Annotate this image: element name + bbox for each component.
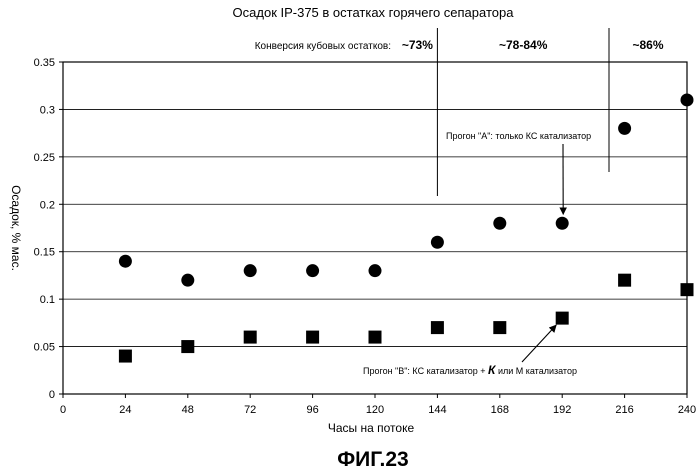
conversion-region-label: ~78-84% [499,38,548,52]
x-axis-label: Часы на потоке [328,421,415,435]
conversion-label: Конверсия кубовых остатков: [255,40,391,52]
circle-point [119,255,132,268]
square-point [244,331,257,344]
x-tick-label: 24 [119,404,131,416]
square-point [119,350,132,363]
y-tick-label: 0.05 [34,342,55,354]
x-tick-label: 0 [60,404,66,416]
ticks: 0 0.05 0.1 0.15 0.2 0.25 0.3 0.35 0 24 48 72 96 120 14… [34,57,697,416]
circle-point [181,274,194,287]
grid [63,109,687,346]
square-point [431,321,444,334]
circle-point [369,264,382,277]
circle-point [431,236,444,249]
conversion-region-label: ~73% [402,38,433,52]
y-tick-label: 0 [49,389,55,401]
y-tick-label: 0.15 [34,247,55,259]
x-tick-label: 168 [491,404,509,416]
run-annotations: Прогон "А": только КС катализатор Прогон … [363,131,591,377]
y-tick-label: 0.35 [34,57,55,69]
annotation-run-b-part: или М катализатор [495,366,577,376]
chart-title: Осадок IP-375 в остатках горячего сепара… [233,5,515,20]
square-point [556,312,569,325]
square-point [306,331,319,344]
circle-point [681,93,694,106]
square-point [493,321,506,334]
x-tick-label: 240 [678,404,696,416]
annotation-run-a: Прогон "А": только КС катализатор [446,131,591,141]
annotation-arrow [522,325,556,362]
conversion-region-label: ~86% [632,38,663,52]
x-tick-label: 96 [306,404,318,416]
x-tick-label: 72 [244,404,256,416]
square-point [681,283,694,296]
x-tick-label: 120 [366,404,384,416]
y-tick-label: 0.3 [40,104,55,116]
circle-point [556,217,569,230]
circle-point [493,217,506,230]
square-point [181,340,194,353]
annotation-run-b: Прогон "В": КС катализатор + К или М кат… [363,363,577,377]
circle-point [306,264,319,277]
circle-point [244,264,257,277]
x-tick-label: 216 [615,404,633,416]
square-point [369,331,382,344]
x-tick-label: 192 [553,404,571,416]
x-tick-label: 48 [182,404,194,416]
annotation-run-b-part: Прогон "В": КС катализатор + [363,366,488,376]
figure-caption: ФИГ.23 [337,448,409,471]
data-points [119,93,694,362]
plot-frame [63,62,687,394]
y-axis-label: Осадок, % мас. [9,185,23,271]
square-point [618,274,631,287]
conversion-annotations: Конверсия кубовых остатков: ~73% ~78-84% ~8… [255,28,664,196]
circle-point [618,122,631,135]
x-tick-label: 144 [428,404,446,416]
y-tick-label: 0.2 [40,199,55,211]
y-tick-label: 0.1 [40,294,55,306]
y-tick-label: 0.25 [34,152,55,164]
